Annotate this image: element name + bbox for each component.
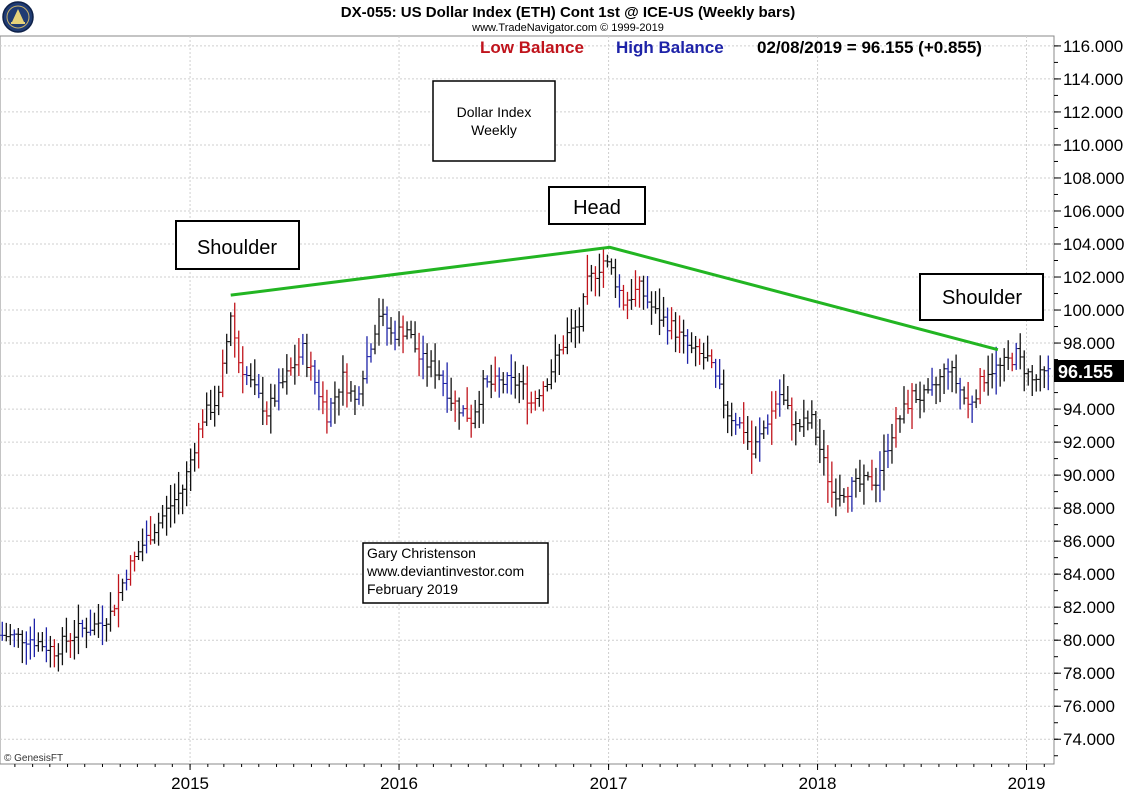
trend-line: [230, 245, 999, 352]
head-label: Head: [548, 186, 646, 225]
last-price-tag: 96.155: [1054, 360, 1124, 382]
x-tick-label: 2015: [171, 774, 209, 793]
y-tick-label: 86.000: [1063, 532, 1115, 551]
head-text: Head: [573, 197, 621, 219]
x-tick-label: 2017: [590, 774, 628, 793]
right-shoulder-text: Shoulder: [942, 287, 1022, 309]
y-tick-label: 100.000: [1063, 301, 1124, 320]
author-site: www.deviantinvestor.com: [366, 563, 524, 579]
y-tick-label: 114.000: [1063, 70, 1123, 89]
neckline-trend: [230, 245, 999, 352]
y-tick-label: 74.000: [1063, 730, 1115, 749]
author-date: February 2019: [367, 581, 458, 597]
y-tick-label: 94.000: [1063, 400, 1115, 419]
y-tick-label: 80.000: [1063, 631, 1115, 650]
copyright: © GenesisFT: [4, 753, 63, 764]
chart-label-box: Dollar Index Weekly: [432, 80, 556, 162]
left-shoulder-text: Shoulder: [197, 237, 277, 259]
y-tick-label: 112.000: [1063, 103, 1123, 122]
y-tick-label: 88.000: [1063, 499, 1115, 518]
x-tick-label: 2019: [1008, 774, 1046, 793]
gridlines: [0, 36, 1054, 764]
y-axis: 116.000 114.000 112.000 110.000 108.000 106.0…: [1054, 37, 1124, 757]
legend-high-balance: High Balance: [616, 38, 724, 57]
right-shoulder-label: Shoulder: [919, 273, 1044, 321]
x-tick-label: 2018: [799, 774, 837, 793]
genesis-logo-icon: [2, 1, 34, 33]
left-shoulder-label: Shoulder: [175, 220, 300, 270]
author-name: Gary Christenson: [367, 545, 476, 561]
y-tick-label: 116.000: [1063, 37, 1123, 56]
source-credit: www.TradeNavigator.com © 1999-2019: [471, 22, 664, 34]
x-tick-label: 2016: [380, 774, 418, 793]
chart-label-line2: Weekly: [471, 122, 517, 138]
y-tick-label: 104.000: [1063, 235, 1124, 254]
y-tick-label: 110.000: [1063, 136, 1123, 155]
y-tick-label: 84.000: [1063, 565, 1115, 584]
y-tick-label: 78.000: [1063, 664, 1115, 683]
last-price-value: 96.155: [1058, 362, 1113, 382]
y-tick-label: 98.000: [1063, 334, 1115, 353]
y-tick-label: 92.000: [1063, 433, 1115, 452]
y-tick-label: 108.000: [1063, 169, 1124, 188]
y-tick-label: 106.000: [1063, 202, 1124, 221]
author-box: Gary Christenson www.deviantinvestor.com…: [362, 542, 549, 604]
y-tick-label: 90.000: [1063, 466, 1115, 485]
legend-low-balance: Low Balance: [480, 38, 584, 57]
chart-title: DX-055: US Dollar Index (ETH) Cont 1st @…: [341, 4, 795, 21]
x-axis: 2015 2016 2017 2018 2019: [14, 764, 1046, 793]
chart-label-line1: Dollar Index: [457, 104, 532, 120]
y-tick-label: 76.000: [1063, 697, 1115, 716]
y-tick-label: 102.000: [1063, 268, 1124, 287]
y-tick-label: 82.000: [1063, 598, 1115, 617]
price-bars: [0, 247, 1051, 672]
last-reading: 02/08/2019 = 96.155 (+0.855): [757, 38, 982, 57]
